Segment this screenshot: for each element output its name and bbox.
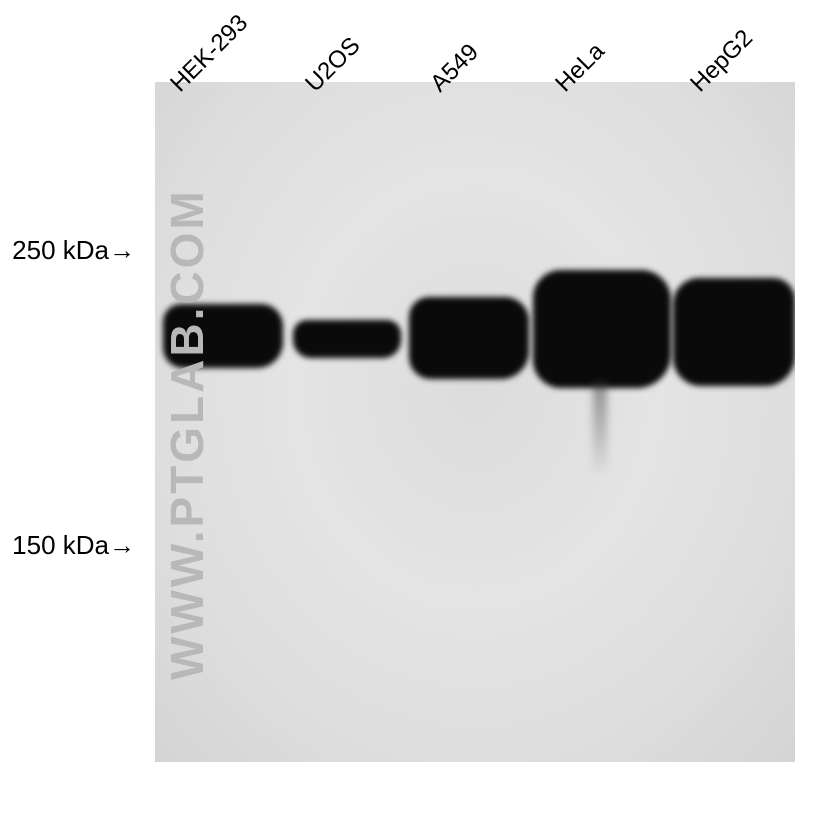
blot-smear bbox=[593, 382, 607, 472]
blot-band bbox=[533, 270, 671, 388]
watermark-text: WWW.PTGLAB.COM bbox=[160, 188, 214, 680]
blot-band bbox=[293, 320, 401, 358]
western-blot-figure: WWW.PTGLAB.COM HEK-293U2OSA549HeLaHepG2 … bbox=[0, 0, 840, 840]
blot-band bbox=[409, 297, 529, 379]
blot-band bbox=[673, 278, 795, 386]
blot-background bbox=[155, 82, 795, 762]
marker-label: 250 kDa→ bbox=[12, 235, 135, 266]
marker-label: 150 kDa→ bbox=[12, 530, 135, 561]
blot-membrane bbox=[155, 82, 795, 762]
